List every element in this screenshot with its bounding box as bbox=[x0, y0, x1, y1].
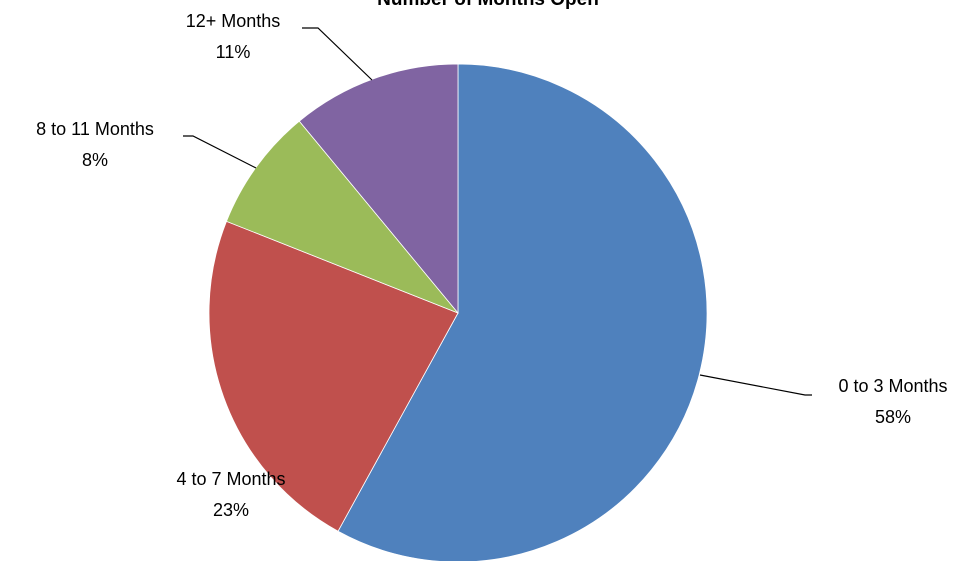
slice-value-label: 8% bbox=[82, 150, 108, 170]
leader-line bbox=[699, 374, 812, 396]
slice-label: 0 to 3 Months bbox=[838, 376, 947, 396]
slice-value-label: 23% bbox=[213, 500, 249, 520]
pie-slice bbox=[298, 63, 459, 315]
pie-slice bbox=[337, 63, 708, 561]
chart-title: Number of Months Open bbox=[377, 0, 599, 10]
slice-value-label: 58% bbox=[875, 407, 911, 427]
pie-slice bbox=[208, 220, 459, 532]
slice-label: 4 to 7 Months bbox=[176, 469, 285, 489]
slice-value-label: 11% bbox=[216, 42, 251, 62]
slice-label: 8 to 11 Months bbox=[36, 119, 154, 139]
leader-line bbox=[183, 135, 257, 169]
leader-line bbox=[302, 27, 373, 81]
pie-slice bbox=[225, 120, 459, 314]
slice-label: 12+ Months bbox=[186, 11, 281, 31]
